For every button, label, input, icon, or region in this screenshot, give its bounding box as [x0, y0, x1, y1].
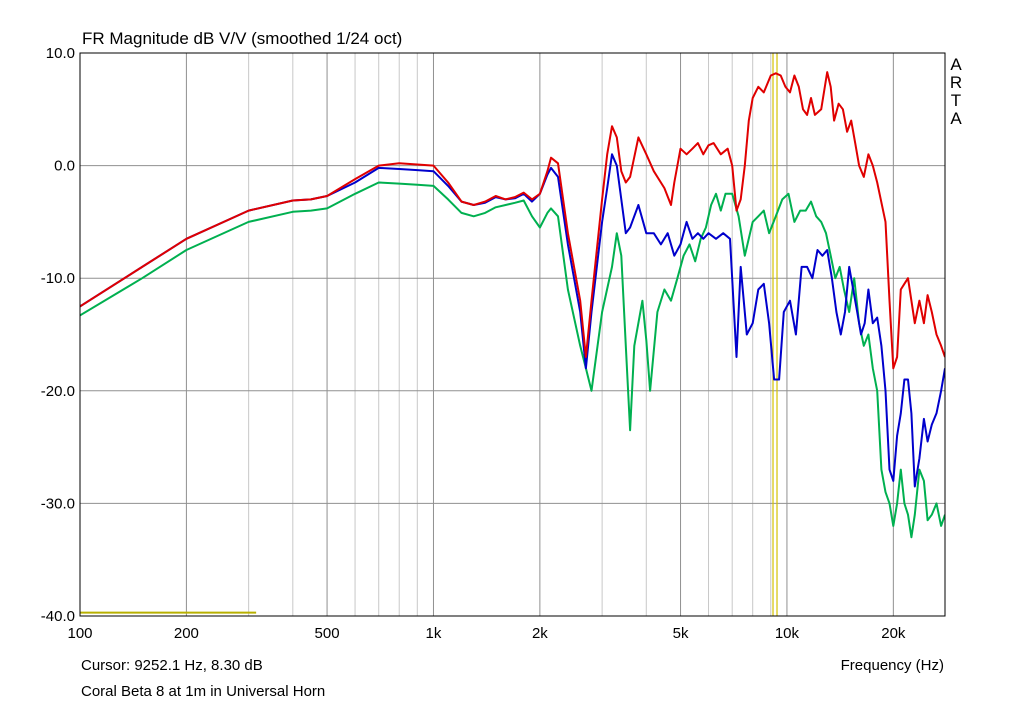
y-tick-label: 10.0	[46, 45, 75, 62]
series-line	[80, 71, 945, 370]
x-tick-label: 10k	[775, 625, 800, 642]
x-tick-label: 100	[67, 625, 92, 642]
y-tick-label: -10.0	[41, 270, 75, 287]
x-tick-label: 5k	[673, 625, 689, 642]
chart-title: FR Magnitude dB V/V (smoothed 1/24 oct)	[82, 29, 402, 48]
series-line	[80, 181, 945, 539]
x-tick-label: 20k	[881, 625, 906, 642]
plot-area	[80, 53, 945, 616]
x-tick-label: 200	[174, 625, 199, 642]
x-tick-label: 1k	[426, 625, 442, 642]
y-tick-label: 0.0	[54, 158, 75, 175]
x-axis-label: Frequency (Hz)	[841, 657, 944, 674]
footer-caption: Coral Beta 8 at 1m in Universal Horn	[81, 683, 325, 700]
x-tick-label: 500	[315, 625, 340, 642]
y-tick-labels: 10.0 0.0 -10.0 -20.0 -30.0 -40.0	[41, 45, 75, 625]
y-tick-label: -30.0	[41, 495, 75, 512]
y-tick-label: -40.0	[41, 608, 75, 625]
cursor-marker	[772, 53, 778, 616]
plot-frame	[79, 52, 946, 617]
grid	[80, 53, 945, 616]
cursor-readout: Cursor: 9252.1 Hz, 8.30 dB	[81, 657, 263, 674]
x-tick-label: 2k	[532, 625, 548, 642]
series-lines	[80, 71, 945, 539]
x-tick-labels: 100 200 500 1k 2k 5k 10k 20k	[67, 625, 905, 642]
y-tick-label: -20.0	[41, 383, 75, 400]
